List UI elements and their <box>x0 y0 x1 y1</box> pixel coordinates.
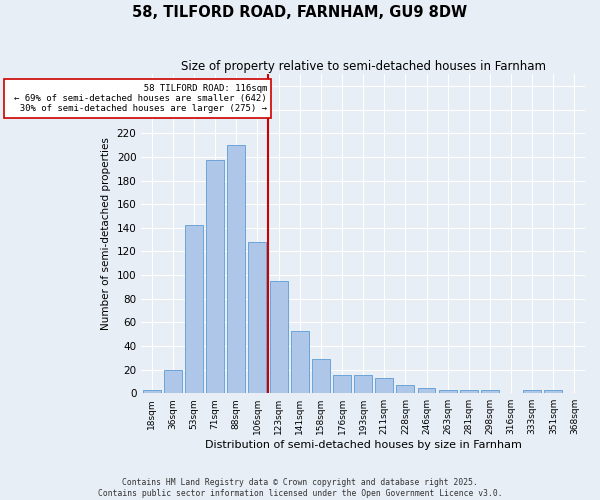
Bar <box>312 359 330 393</box>
Bar <box>269 281 287 393</box>
Bar <box>333 376 351 393</box>
X-axis label: Distribution of semi-detached houses by size in Farnham: Distribution of semi-detached houses by … <box>205 440 521 450</box>
Bar <box>164 370 182 393</box>
Title: Size of property relative to semi-detached houses in Farnham: Size of property relative to semi-detach… <box>181 60 545 73</box>
Text: 58, TILFORD ROAD, FARNHAM, GU9 8DW: 58, TILFORD ROAD, FARNHAM, GU9 8DW <box>133 5 467 20</box>
Bar <box>185 226 203 393</box>
Bar <box>143 390 161 393</box>
Bar <box>481 390 499 393</box>
Bar <box>291 330 309 393</box>
Text: 58 TILFORD ROAD: 116sqm
← 69% of semi-detached houses are smaller (642)
  30% of: 58 TILFORD ROAD: 116sqm ← 69% of semi-de… <box>9 84 267 114</box>
Bar <box>523 390 541 393</box>
Bar <box>206 160 224 393</box>
Text: Contains HM Land Registry data © Crown copyright and database right 2025.
Contai: Contains HM Land Registry data © Crown c… <box>98 478 502 498</box>
Bar <box>544 390 562 393</box>
Y-axis label: Number of semi-detached properties: Number of semi-detached properties <box>101 138 111 330</box>
Bar <box>227 145 245 393</box>
Bar <box>439 390 457 393</box>
Bar <box>375 378 393 393</box>
Bar <box>397 385 415 393</box>
Bar <box>418 388 436 393</box>
Bar <box>460 390 478 393</box>
Bar <box>354 376 372 393</box>
Bar <box>248 242 266 393</box>
